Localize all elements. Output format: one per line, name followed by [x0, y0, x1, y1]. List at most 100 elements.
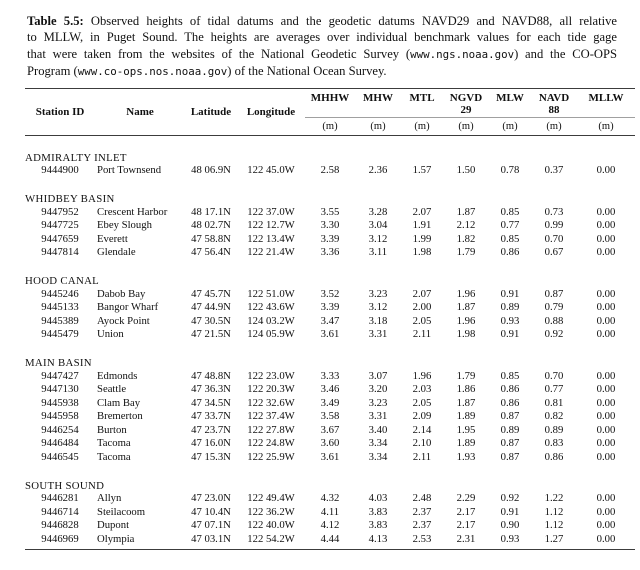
station-name-cell: Tacoma	[97, 450, 131, 463]
longitude-cell: 122 21.4W	[247, 246, 295, 259]
section-spacer	[25, 135, 635, 151]
station-name-cell: Steilacoom	[97, 505, 146, 518]
mhhw-cell: 3.67	[320, 423, 340, 436]
latitude-cell: 48 06.9N	[191, 164, 231, 177]
section-spacer	[25, 341, 635, 356]
navd88-cell: 1.22	[544, 492, 564, 505]
ngvd29-cell: 1.89	[456, 437, 476, 450]
caption-text: Observed heights of tidal datums and the…	[83, 14, 618, 28]
section-header-label: MAIN BASIN	[25, 357, 92, 370]
ngvd29-cell: 1.87	[456, 396, 476, 409]
ngvd29-cell: 2.12	[456, 219, 476, 232]
latitude-cell: 47 44.9N	[191, 301, 231, 314]
mllw-cell: 0.00	[596, 164, 616, 177]
longitude-cell: 122 43.6W	[247, 301, 295, 314]
mlw-cell: 0.87	[500, 410, 520, 423]
station-row: 9447130 Seattle 47 36.3N 122 20.3W 3.46 3.20 2…	[25, 383, 635, 397]
mtl-cell: 1.57	[412, 164, 432, 177]
mtl-cell: 2.37	[412, 519, 432, 532]
mhw-cell: 3.34	[368, 437, 388, 450]
col-header-mllw: MLLW	[588, 91, 624, 104]
ngvd29-cell: 2.31	[456, 532, 476, 545]
mtl-cell: 2.07	[412, 287, 432, 300]
station-name-cell: Dupont	[97, 519, 130, 532]
ngvd29-cell: 2.29	[456, 492, 476, 505]
section-header-label: SOUTH SOUND	[25, 479, 105, 492]
station-name-cell: Union	[97, 328, 124, 341]
navd88-cell: 0.77	[544, 383, 564, 396]
ngvd29-cell: 1.98	[456, 328, 476, 341]
mllw-cell: 0.00	[596, 301, 616, 314]
mhhw-cell: 3.55	[320, 205, 340, 218]
section-spacer	[25, 177, 635, 192]
col-header-mhhw: MHHW	[310, 91, 350, 104]
longitude-cell: 122 23.0W	[247, 369, 295, 382]
station-id-cell: 9446969	[41, 532, 79, 545]
caption-text: that were taken from the websites of the…	[27, 46, 411, 61]
mtl-cell: 1.96	[412, 369, 432, 382]
section-spacer	[25, 464, 635, 479]
station-id-cell: 9445938	[41, 396, 79, 409]
mhw-cell: 3.31	[368, 410, 388, 423]
mllw-cell: 0.00	[596, 505, 616, 518]
mhw-cell: 4.13	[368, 532, 388, 545]
caption-url: www.ngs.noaa.gov	[410, 47, 515, 61]
longitude-cell: 122 49.4W	[247, 492, 295, 505]
latitude-cell: 47 56.4N	[191, 246, 231, 259]
station-row: 9445958 Bremerton 47 33.7N 122 37.4W 3.58 3.3…	[25, 410, 635, 424]
caption-url: www.co-ops.nos.noaa.gov	[77, 65, 228, 79]
mhw-cell: 4.03	[368, 492, 388, 505]
station-id-cell: 9446714	[41, 505, 79, 518]
mtl-cell: 2.48	[412, 492, 432, 505]
mhw-cell: 2.36	[368, 164, 388, 177]
station-name-cell: Ayock Point	[97, 314, 150, 327]
station-id-cell: 9446484	[41, 437, 79, 450]
col-header-name: Name	[95, 88, 185, 136]
caption-text: ) and the CO-OPS	[514, 46, 617, 61]
station-row: 9447814 Glendale 47 56.4N 122 21.4W 3.36 3.11…	[25, 246, 635, 260]
navd88-cell: 0.99	[544, 219, 564, 232]
units-label-mhw: (m)	[355, 117, 401, 136]
station-id-cell: 9445958	[41, 410, 79, 423]
mlw-cell: 0.87	[500, 450, 520, 463]
navd88-cell: 0.67	[544, 246, 564, 259]
navd88-cell: 0.79	[544, 301, 564, 314]
mtl-cell: 1.99	[412, 232, 432, 245]
ngvd29-cell: 1.87	[456, 301, 476, 314]
col-header-mhw: MHW	[363, 91, 393, 104]
mhhw-cell: 2.58	[320, 164, 340, 177]
section-header-row: MAIN BASIN	[25, 356, 635, 369]
mtl-cell: 2.53	[412, 532, 432, 545]
caption-text: Table 5.5:	[27, 14, 84, 28]
mllw-cell: 0.00	[596, 328, 616, 341]
station-row: 9445246 Dabob Bay 47 45.7N 122 51.0W 3.52 3.2…	[25, 287, 635, 301]
navd88-cell: 1.27	[544, 532, 564, 545]
section-header-row: SOUTH SOUND	[25, 479, 635, 492]
station-row: 9446484 Tacoma 47 16.0N 122 24.8W 3.60 3.34 2.…	[25, 437, 635, 451]
caption-text: Program (	[27, 64, 78, 79]
station-id-cell: 9446545	[41, 450, 79, 463]
mlw-cell: 0.77	[500, 219, 520, 232]
mlw-cell: 0.86	[500, 383, 520, 396]
mhhw-cell: 3.39	[320, 232, 340, 245]
section-header-row: WHIDBEY BASIN	[25, 192, 635, 205]
station-name-cell: Clam Bay	[97, 396, 141, 409]
mhhw-cell: 3.30	[320, 219, 340, 232]
station-id-cell: 9445389	[41, 314, 79, 327]
mtl-cell: 2.05	[412, 396, 432, 409]
table-body: ADMIRALTY INLET 9444900 Port Townsend 48 06…	[25, 135, 635, 549]
col-header-ngvd: NGVD	[449, 91, 483, 104]
caption-line: that were taken from the websites of the…	[27, 46, 617, 63]
longitude-cell: 122 45.0W	[247, 164, 295, 177]
mhw-cell: 3.12	[368, 232, 388, 245]
station-id-cell: 9446254	[41, 423, 79, 436]
navd88-cell: 0.89	[544, 423, 564, 436]
mhw-cell: 3.40	[368, 423, 388, 436]
mhw-cell: 3.18	[368, 314, 388, 327]
navd88-cell: 1.12	[544, 519, 564, 532]
longitude-cell: 122 40.0W	[247, 519, 295, 532]
mlw-cell: 0.90	[500, 519, 520, 532]
caption-line: to MLLW, in Puget Sound. The heights are…	[27, 29, 617, 45]
mhhw-cell: 4.44	[320, 532, 340, 545]
mlw-cell: 0.86	[500, 246, 520, 259]
